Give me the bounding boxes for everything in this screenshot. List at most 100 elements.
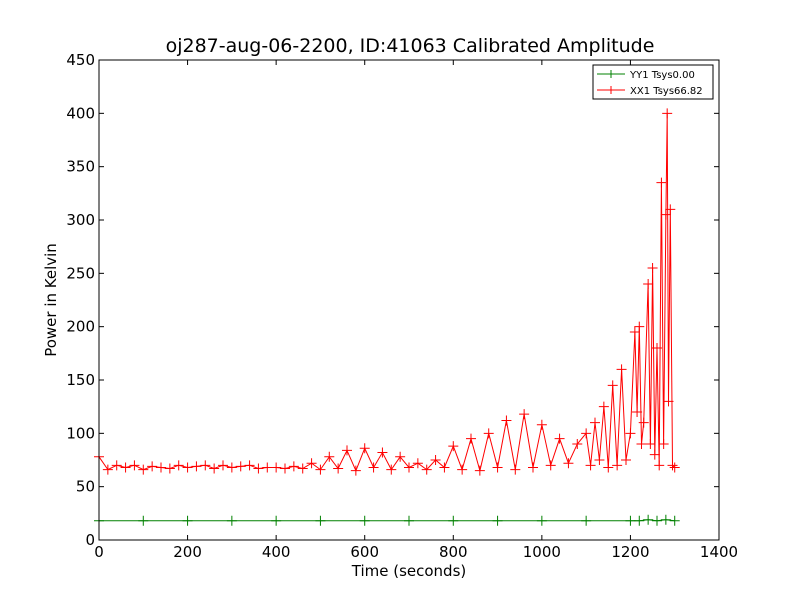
data-point bbox=[182, 462, 193, 473]
y-tick-label: 450 bbox=[66, 51, 95, 69]
data-point bbox=[510, 464, 521, 475]
y-tick-label: 350 bbox=[66, 158, 95, 176]
data-point bbox=[191, 461, 202, 472]
data-point bbox=[654, 460, 665, 471]
data-point bbox=[439, 462, 450, 473]
data-point bbox=[474, 465, 485, 476]
data-point bbox=[536, 419, 547, 430]
data-point bbox=[663, 396, 674, 407]
data-point bbox=[377, 447, 388, 458]
plot-area bbox=[99, 60, 719, 540]
data-point bbox=[253, 463, 264, 474]
data-point bbox=[102, 464, 113, 475]
data-point bbox=[634, 515, 645, 526]
data-point bbox=[625, 515, 636, 526]
data-point bbox=[636, 439, 647, 449]
data-point bbox=[652, 515, 662, 526]
data-point bbox=[519, 409, 530, 420]
data-point bbox=[209, 463, 220, 474]
data-point bbox=[528, 462, 538, 473]
x-tick-label: 1400 bbox=[700, 543, 738, 561]
data-point bbox=[662, 108, 673, 119]
x-axis-label: Time (seconds) bbox=[351, 562, 467, 580]
data-point bbox=[129, 460, 140, 471]
data-point bbox=[643, 514, 654, 525]
data-point bbox=[315, 464, 326, 475]
data-point bbox=[448, 515, 459, 526]
x-tick-label: 800 bbox=[439, 543, 468, 561]
data-point bbox=[244, 460, 255, 471]
data-point bbox=[324, 451, 335, 462]
data-point bbox=[656, 177, 667, 188]
data-point bbox=[226, 462, 237, 473]
data-point bbox=[492, 515, 503, 526]
data-point bbox=[585, 460, 596, 471]
data-point bbox=[665, 204, 676, 215]
data-point bbox=[649, 449, 660, 460]
data-point bbox=[412, 458, 423, 469]
x-tick-label: 200 bbox=[173, 543, 202, 561]
data-point bbox=[612, 460, 623, 471]
data-point bbox=[645, 439, 656, 449]
data-point bbox=[483, 428, 494, 439]
y-tick-label: 50 bbox=[76, 478, 95, 496]
series-1 bbox=[94, 108, 680, 476]
chart-title: oj287-aug-06-2200, ID:41063 Calibrated A… bbox=[166, 35, 655, 57]
data-point bbox=[457, 464, 468, 475]
data-point bbox=[271, 462, 282, 473]
data-point bbox=[647, 263, 658, 273]
data-point bbox=[111, 460, 122, 471]
data-point bbox=[173, 460, 184, 471]
x-tick-label: 1200 bbox=[611, 543, 649, 561]
y-tick-label: 0 bbox=[85, 531, 95, 549]
data-point bbox=[235, 461, 246, 472]
data-point bbox=[138, 464, 149, 475]
data-point bbox=[280, 463, 290, 474]
x-tick-label: 400 bbox=[262, 543, 291, 561]
x-tick-label: 0 bbox=[94, 543, 104, 561]
data-point bbox=[660, 209, 671, 220]
y-tick-label: 400 bbox=[66, 104, 95, 122]
legend-marker-yy1 bbox=[607, 70, 615, 78]
data-point bbox=[536, 515, 547, 526]
series-layer bbox=[94, 108, 680, 526]
data-point bbox=[545, 460, 556, 471]
data-point bbox=[218, 460, 228, 471]
data-point bbox=[368, 462, 379, 473]
data-point bbox=[660, 514, 671, 525]
data-point bbox=[306, 458, 317, 469]
data-point bbox=[315, 515, 326, 526]
data-point bbox=[262, 462, 273, 473]
legend-marker-xx1 bbox=[607, 86, 615, 94]
data-point bbox=[669, 462, 680, 473]
data-point bbox=[629, 327, 640, 337]
data-point bbox=[297, 463, 308, 474]
data-point bbox=[200, 460, 211, 471]
data-point bbox=[430, 455, 441, 465]
data-point bbox=[342, 445, 352, 456]
data-point bbox=[572, 439, 583, 449]
data-point bbox=[271, 515, 282, 526]
x-tick-label: 600 bbox=[350, 543, 379, 561]
x-tick-label: 1000 bbox=[523, 543, 561, 561]
data-point bbox=[554, 433, 565, 444]
legend-label-xx1: XX1 Tsys66.82 bbox=[630, 86, 703, 97]
data-point bbox=[632, 407, 643, 417]
data-point bbox=[625, 428, 636, 439]
data-point bbox=[643, 279, 654, 289]
data-point bbox=[638, 417, 649, 428]
y-axis: 0 50 100 150 200 250 300 350 400 450 bbox=[66, 51, 719, 549]
data-point bbox=[652, 343, 662, 353]
data-point bbox=[164, 463, 175, 474]
y-tick-label: 250 bbox=[66, 264, 95, 282]
data-point bbox=[667, 460, 678, 471]
data-point bbox=[669, 515, 680, 526]
data-point bbox=[182, 515, 193, 526]
data-point bbox=[138, 515, 149, 526]
y-tick-label: 300 bbox=[66, 211, 95, 229]
data-point bbox=[501, 415, 512, 426]
data-point bbox=[147, 461, 158, 472]
data-point bbox=[466, 433, 476, 444]
data-point bbox=[616, 364, 627, 375]
